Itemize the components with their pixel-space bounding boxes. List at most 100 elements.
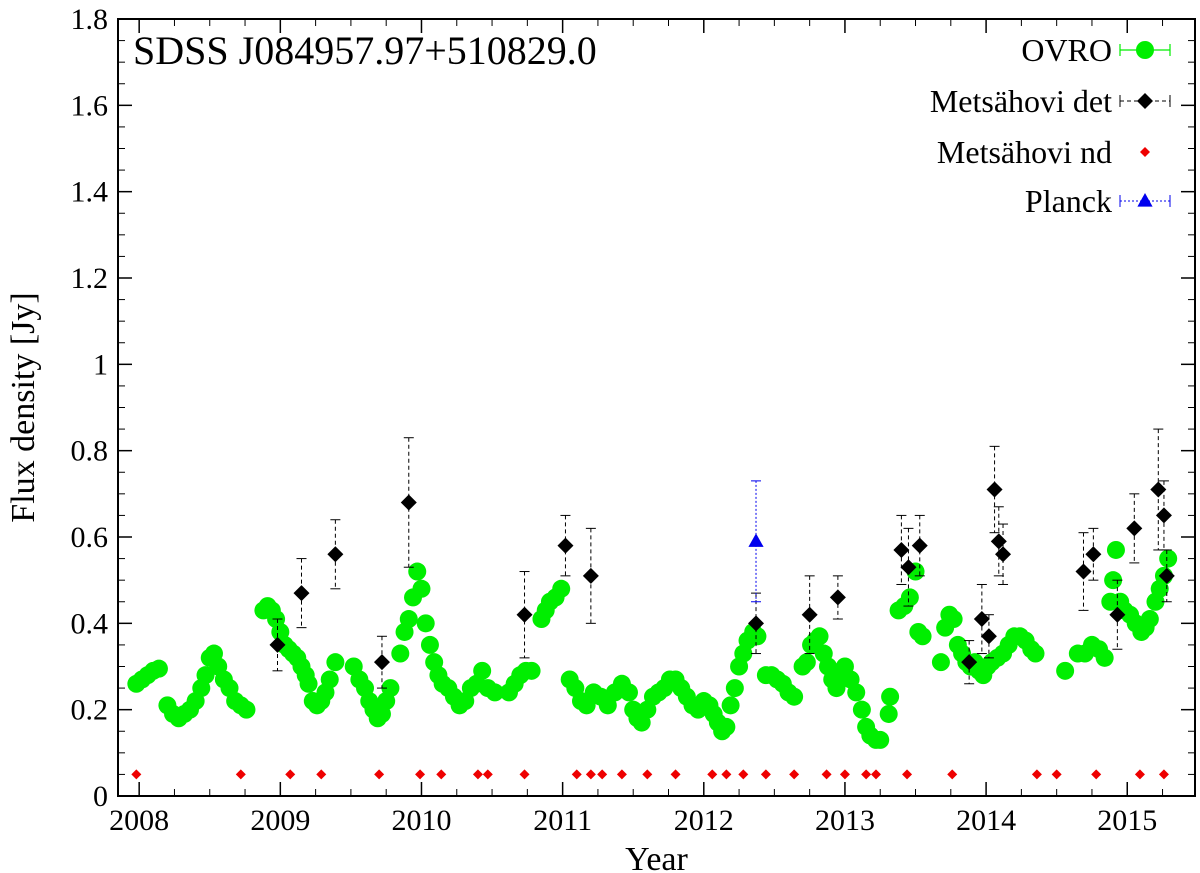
metsahovi-nd-point [870, 769, 881, 780]
metsahovi-nd-point [316, 769, 327, 780]
metsahovi-nd-point [707, 769, 718, 780]
metsahovi-nd-point [374, 769, 385, 780]
y-tick-label: 1 [93, 348, 108, 381]
ovro-point [299, 674, 318, 693]
metsahovi-nd-point [285, 769, 296, 780]
metsahovi-nd-point [571, 769, 582, 780]
legend-label: OVRO [1021, 32, 1112, 68]
ovro-point [748, 627, 767, 646]
metsahovi-det-point [1109, 606, 1126, 623]
y-tick-label: 0 [93, 780, 108, 813]
ovro-point [725, 679, 744, 698]
metsahovi-nd-point [760, 769, 771, 780]
ovro-point [1106, 540, 1125, 559]
ovro-point [871, 730, 890, 749]
ovro-point [1159, 549, 1178, 568]
metsahovi-nd-point [472, 769, 483, 780]
series-mets-hovi-det [269, 428, 1175, 689]
legend-marker-planck [1137, 193, 1153, 207]
y-tick-label: 1.6 [71, 89, 109, 122]
ovro-point [399, 610, 418, 629]
metsahovi-nd-point [738, 769, 749, 780]
metsahovi-nd-point [1134, 769, 1145, 780]
chart-title: SDSS J084957.97+510829.0 [133, 28, 597, 73]
series-ovro [127, 540, 1178, 749]
x-tick-label: 2011 [533, 804, 592, 837]
metsahovi-det-point [1126, 520, 1143, 537]
x-tick-label: 2009 [250, 804, 310, 837]
metsahovi-det-point [1085, 546, 1102, 563]
metsahovi-nd-point [789, 769, 800, 780]
ovro-point [381, 679, 400, 698]
x-tick-label: 2015 [1097, 804, 1157, 837]
y-tick-label: 0.8 [71, 435, 109, 468]
metsahovi-det-point [829, 589, 846, 606]
tick-layer: 0 0.2 0.4 0.6 0.8 1 1.2 1.4 1.6 1.8 2008 2009 2010 20… [71, 3, 1195, 837]
ovro-point [879, 704, 898, 723]
metsahovi-nd-point [519, 769, 530, 780]
ovro-point [416, 614, 435, 633]
metsahovi-det-point [893, 541, 910, 558]
metsahovi-det-point [748, 615, 765, 632]
ovro-point [881, 687, 900, 706]
y-tick-label: 0.4 [71, 607, 109, 640]
metsahovi-nd-point [235, 769, 246, 780]
y-tick-label: 1.2 [71, 262, 109, 295]
metsahovi-nd-point [670, 769, 681, 780]
ovro-point [785, 687, 804, 706]
legend-label: Metsähovi det [930, 83, 1112, 119]
ovro-point [408, 562, 427, 581]
ovro-point [721, 696, 740, 715]
ovro-point [1026, 644, 1045, 663]
metsahovi-nd-point [721, 769, 732, 780]
metsahovi-nd-point [482, 769, 493, 780]
x-tick-label: 2010 [391, 804, 451, 837]
x-axis-label: Year [625, 841, 688, 873]
legend-label: Metsähovi nd [937, 134, 1112, 170]
metsahovi-det-point [1158, 567, 1175, 584]
metsahovi-nd-point [902, 769, 913, 780]
metsahovi-nd-point [642, 769, 653, 780]
ovro-point [473, 661, 492, 680]
ovro-point [900, 588, 919, 607]
metsahovi-det-point [995, 546, 1012, 563]
ovro-point [717, 717, 736, 736]
ovro-point [237, 700, 256, 719]
ovro-point [1140, 610, 1159, 629]
metsahovi-nd-point [415, 769, 426, 780]
metsahovi-det-point [373, 654, 390, 671]
ovro-point [522, 661, 541, 680]
x-tick-label: 2013 [815, 804, 875, 837]
data-marks [127, 428, 1178, 780]
ovro-point [931, 653, 950, 672]
y-tick-label: 1.4 [71, 176, 109, 209]
metsahovi-det-point [990, 533, 1007, 550]
y-tick-label: 0.2 [71, 694, 109, 727]
series-planck [748, 480, 764, 603]
metsahovi-nd-point [839, 769, 850, 780]
planck-point [748, 533, 764, 547]
metsahovi-nd-point [616, 769, 627, 780]
ovro-point [944, 610, 963, 629]
ovro-point [1095, 648, 1114, 667]
ovro-point [847, 683, 866, 702]
ovro-point [797, 653, 816, 672]
ovro-point [326, 653, 345, 672]
plot-frame [117, 18, 1196, 797]
legend-label: Planck [1025, 183, 1112, 219]
metsahovi-det-point [911, 537, 928, 554]
ovro-point [810, 627, 829, 646]
series-mets-hovi-nd [131, 769, 1169, 780]
metsahovi-det-point [1155, 507, 1172, 524]
metsahovi-det-point [516, 606, 533, 623]
metsahovi-det-point [582, 567, 599, 584]
x-tick-label: 2008 [109, 804, 169, 837]
metsahovi-nd-point [1031, 769, 1042, 780]
legend-marker-metsahovi-det [1137, 93, 1153, 109]
metsahovi-nd-point [585, 769, 596, 780]
ovro-point [391, 644, 410, 663]
metsahovi-det-point [1150, 481, 1167, 498]
ovro-point [320, 670, 339, 689]
ovro-point [1056, 661, 1075, 680]
